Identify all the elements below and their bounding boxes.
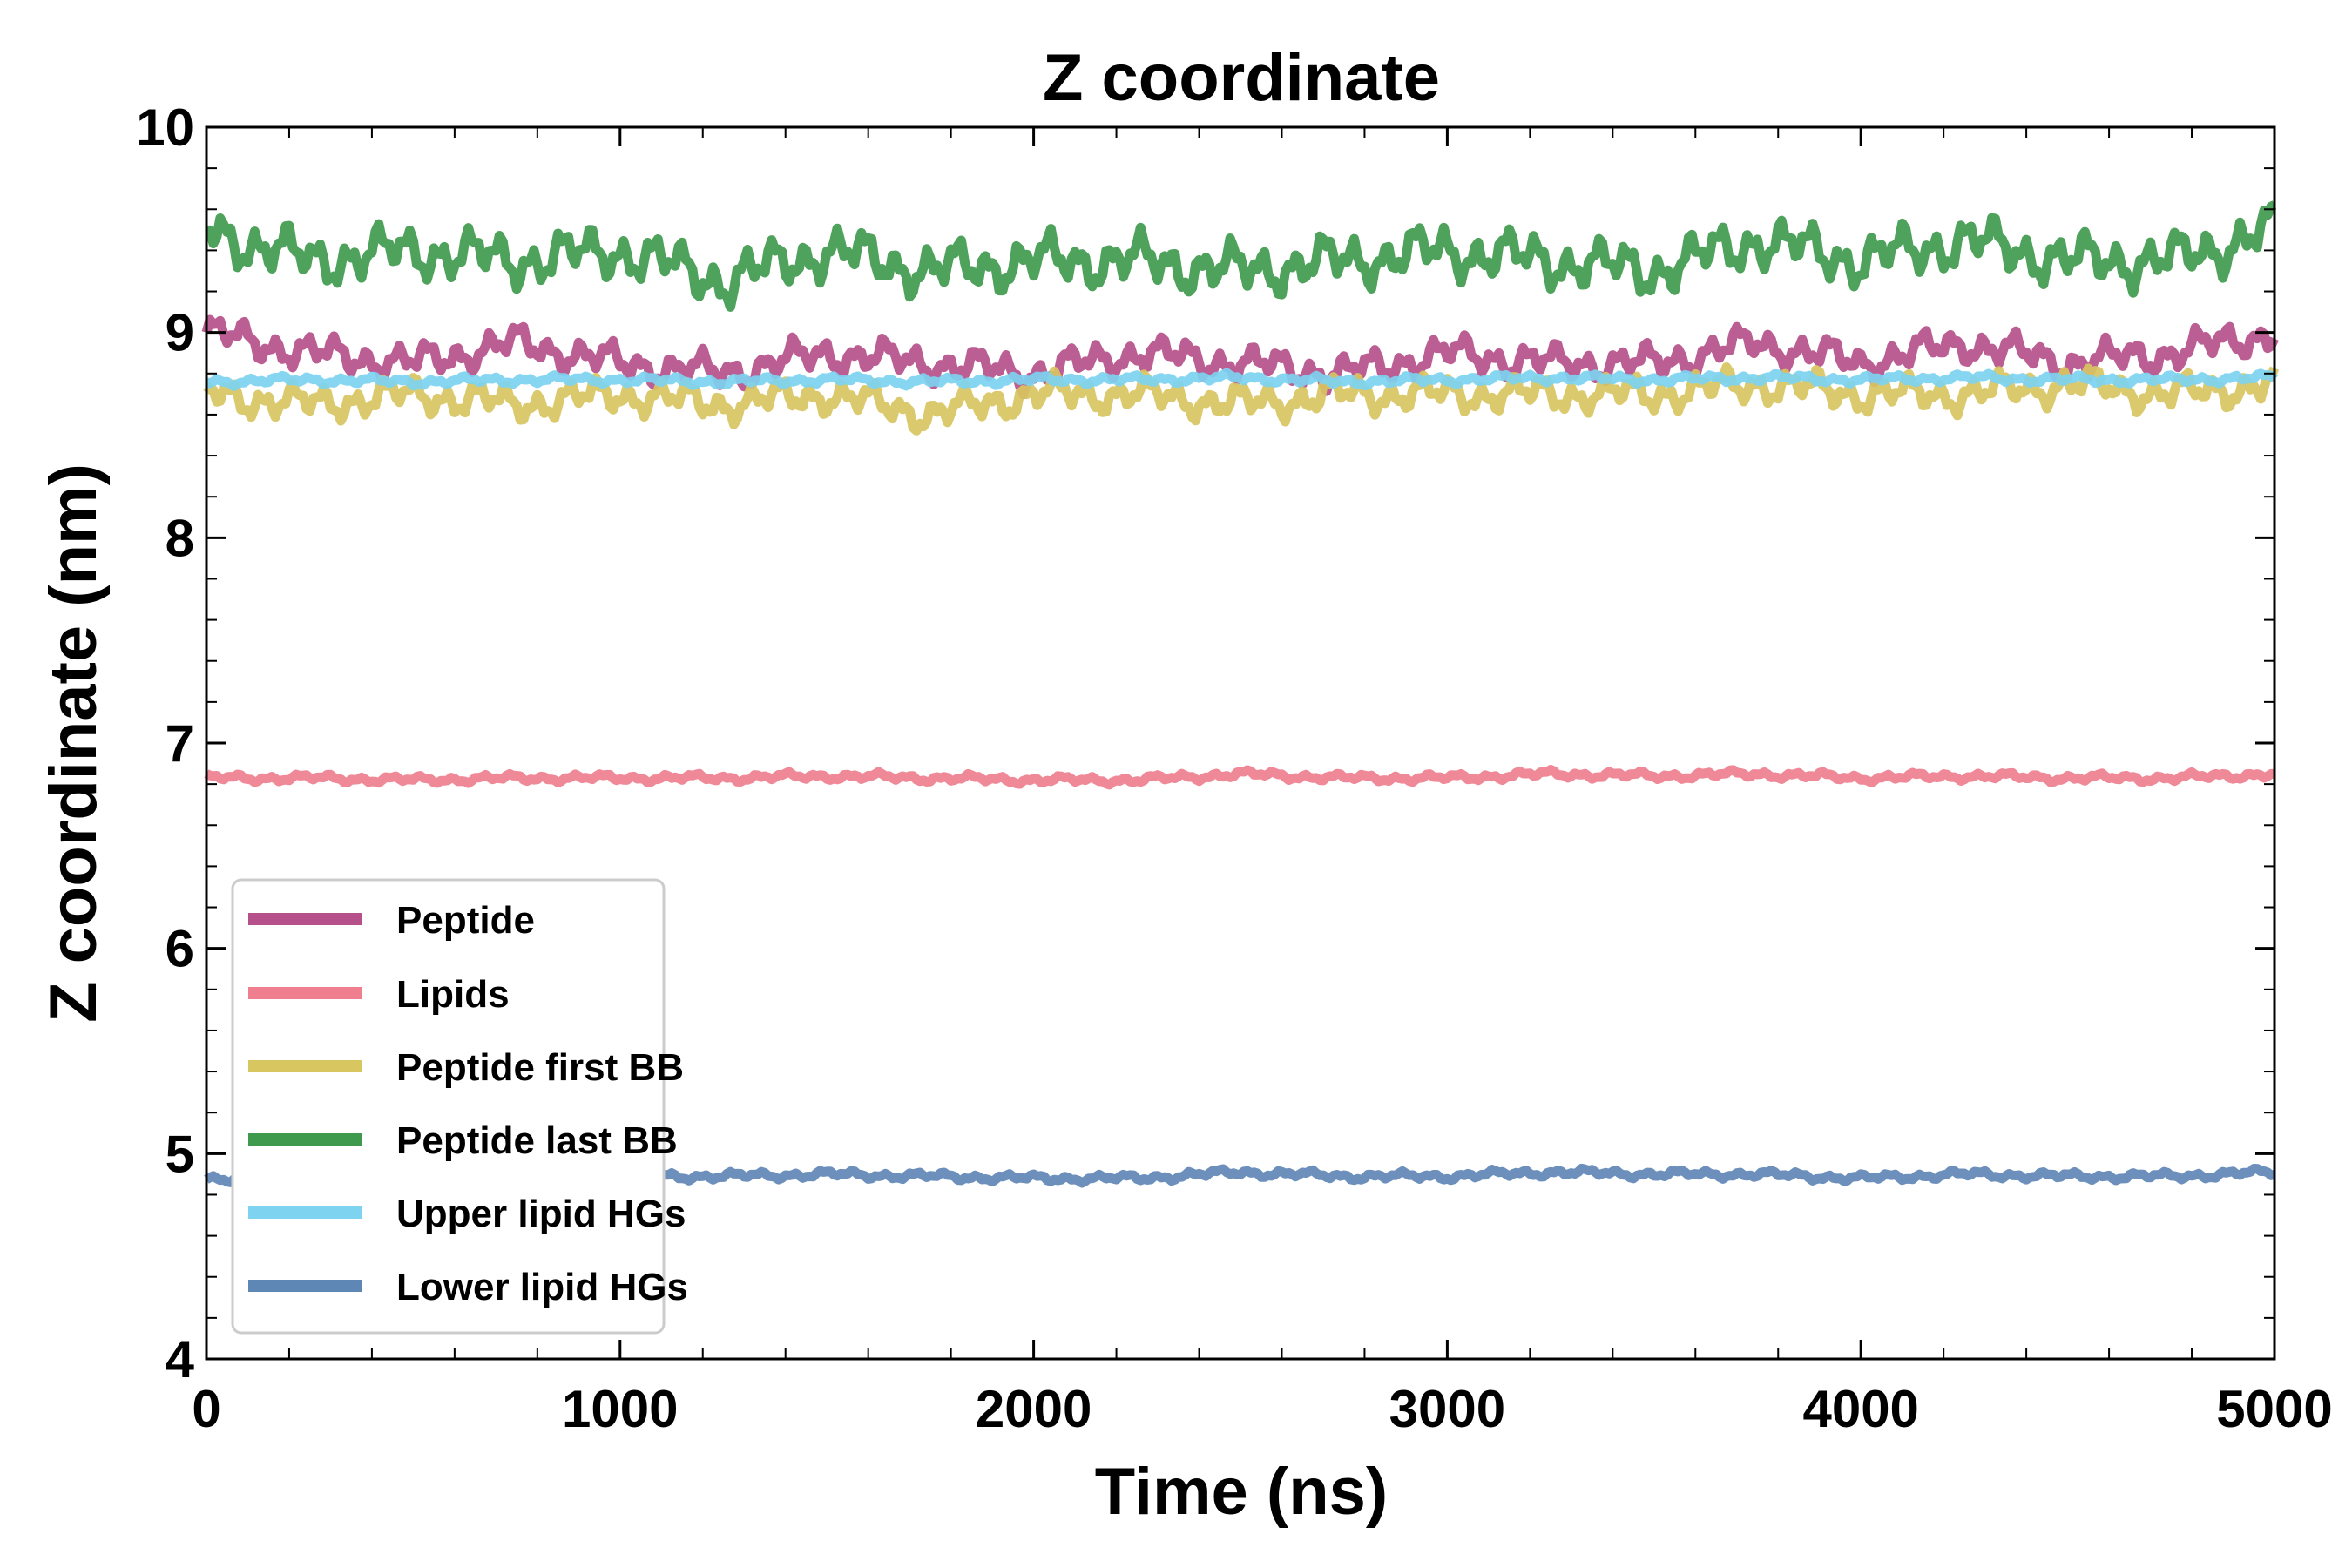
- series-line-lipids: [204, 765, 2276, 790]
- legend-label-upper-lipid-hgs: Upper lipid HGs: [396, 1193, 686, 1235]
- legend-label-lipids: Lipids: [396, 973, 510, 1016]
- plot-frame: [205, 125, 2276, 1361]
- legend: Peptide Lipids Peptide first BB Peptide …: [231, 878, 688, 1335]
- series-line-peptide-last-bb: [205, 200, 2277, 312]
- chart-title: Z coordinate: [1043, 41, 1440, 115]
- legend-label-peptide-last-bb: Peptide last BB: [396, 1119, 678, 1162]
- y-tick-label: 6: [166, 920, 194, 978]
- series-line-upper-lipid-hgs: [205, 368, 2278, 391]
- x-tick-label: 5000: [2216, 1380, 2332, 1438]
- x-tick-label: 4000: [1802, 1380, 1918, 1438]
- y-tick-label: 4: [166, 1330, 195, 1389]
- y-axis-label: Z coordinate (nm): [37, 463, 111, 1023]
- legend-label-peptide-first-bb: Peptide first BB: [396, 1046, 684, 1089]
- x-tick-label: 2000: [976, 1380, 1092, 1438]
- y-tick-label: 7: [166, 714, 194, 773]
- x-axis-label: Time (ns): [1095, 1455, 1388, 1529]
- y-tick-label: 10: [136, 98, 194, 157]
- x-tick-label: 3000: [1389, 1380, 1505, 1438]
- y-tick-label: 8: [166, 509, 194, 567]
- x-tick-label: 1000: [562, 1380, 678, 1438]
- x-tick-label: 0: [192, 1380, 220, 1438]
- series-line-peptide: [201, 314, 2279, 400]
- series-layer: [201, 200, 2280, 1188]
- series-line-peptide-first-bb: [203, 362, 2280, 436]
- legend-label-peptide: Peptide: [396, 899, 535, 942]
- tick-layer: 0 1000 2000 3000 4000 5000 4 5 6 7 8 9 10: [136, 98, 2332, 1438]
- y-tick-label: 5: [166, 1125, 194, 1183]
- legend-label-lower-lipid-hgs: Lower lipid HGs: [396, 1266, 688, 1308]
- legend-box: [231, 878, 666, 1335]
- y-tick-label: 9: [166, 304, 194, 362]
